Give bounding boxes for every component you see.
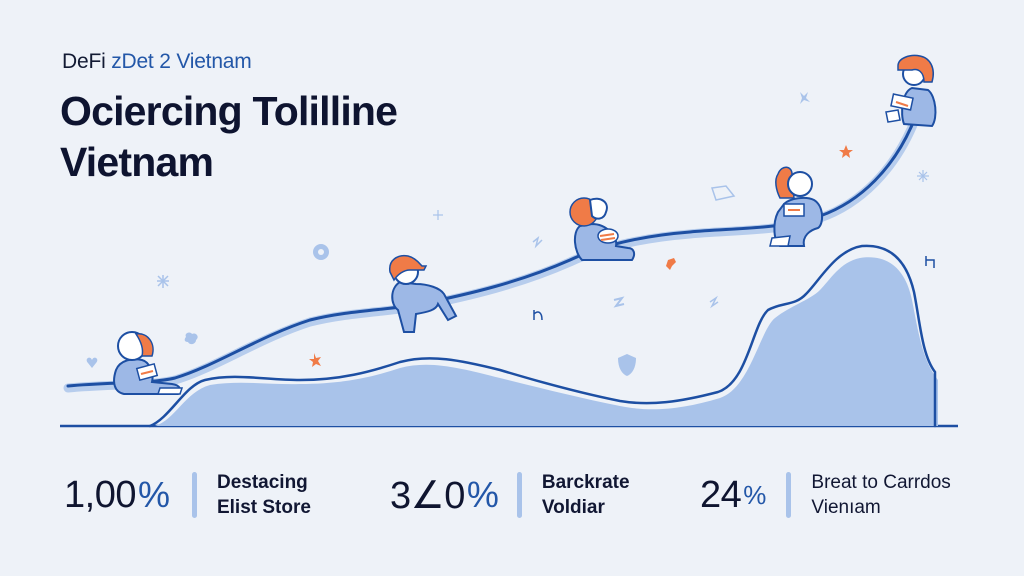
stat-unit: % [466,474,499,515]
page-title: Ociercing Tolilline Vietnam [60,86,398,188]
person-reading-start [113,331,184,395]
stat-label: Breat to Carrdos Vienıam [811,470,950,520]
star-icon [309,353,321,367]
sparkle-icon [917,170,929,182]
kicker-topic: zDet 2 Vietnam [111,50,252,73]
person-reading-mid [569,197,636,261]
stat-divider [516,472,522,518]
stat-unit: % [743,479,767,510]
star-icon [666,258,676,270]
person-cap-sitting [389,254,458,333]
stat-value: 1,00 [64,473,136,516]
title-line-1: Ociercing Tolilline [60,88,398,134]
stat-label: Destacing Elist Store [217,470,311,520]
stat-divider [191,472,197,518]
stat-label-line-2: Vienıam [811,497,881,518]
stats-row: 1,00 % Destacing Elist Store 3∠0 % Barck… [0,455,1024,535]
paper-icon [711,185,736,201]
squiggle-icon [709,295,719,309]
stat-item-1: 1,00 % Destacing Elist Store [64,455,311,535]
star-icon [839,145,853,158]
stat-label-line-1: Destacing [216,472,308,493]
squiggle-icon [925,256,935,268]
squiggle-icon [613,296,625,308]
shield-icon [618,354,636,376]
flower-icon [313,244,329,260]
stat-label-line-1: Barckrate [541,472,630,493]
sparkle-icon [157,275,169,288]
stat-item-2: 3∠0 % Barckrate Voldiar [390,455,630,535]
person-cap-top [885,54,937,128]
stat-label-line-2: Voldiar [541,497,605,518]
stat-label-line-2: Elist Store [216,497,311,518]
stat-label: Barckrate Voldiar [542,470,630,520]
star-icon [800,92,810,104]
cloud-icon [184,332,198,345]
sparkle-icon [433,210,443,220]
heart-icon [86,357,98,368]
stat-unit: % [137,474,170,515]
stat-value: 24 [700,473,742,516]
area-fill [155,257,938,426]
stat-divider [786,472,792,518]
area-outline [148,244,937,428]
stat-label-line-1: Breat to Carrdos [811,472,951,493]
squiggle-icon [532,236,543,249]
stat-item-3: 24 % Breat to Carrdos Vienıam [700,455,951,535]
person-reading-upper [769,166,824,247]
kicker-brand: DeFi [62,50,106,73]
title-line-2: Vietnam [60,139,214,185]
growth-illustration [60,54,958,428]
kicker-subtitle: DeFi zDet 2 Vietnam [62,50,252,74]
squiggle-icon [533,310,543,321]
stat-value: 3∠0 [390,474,465,517]
